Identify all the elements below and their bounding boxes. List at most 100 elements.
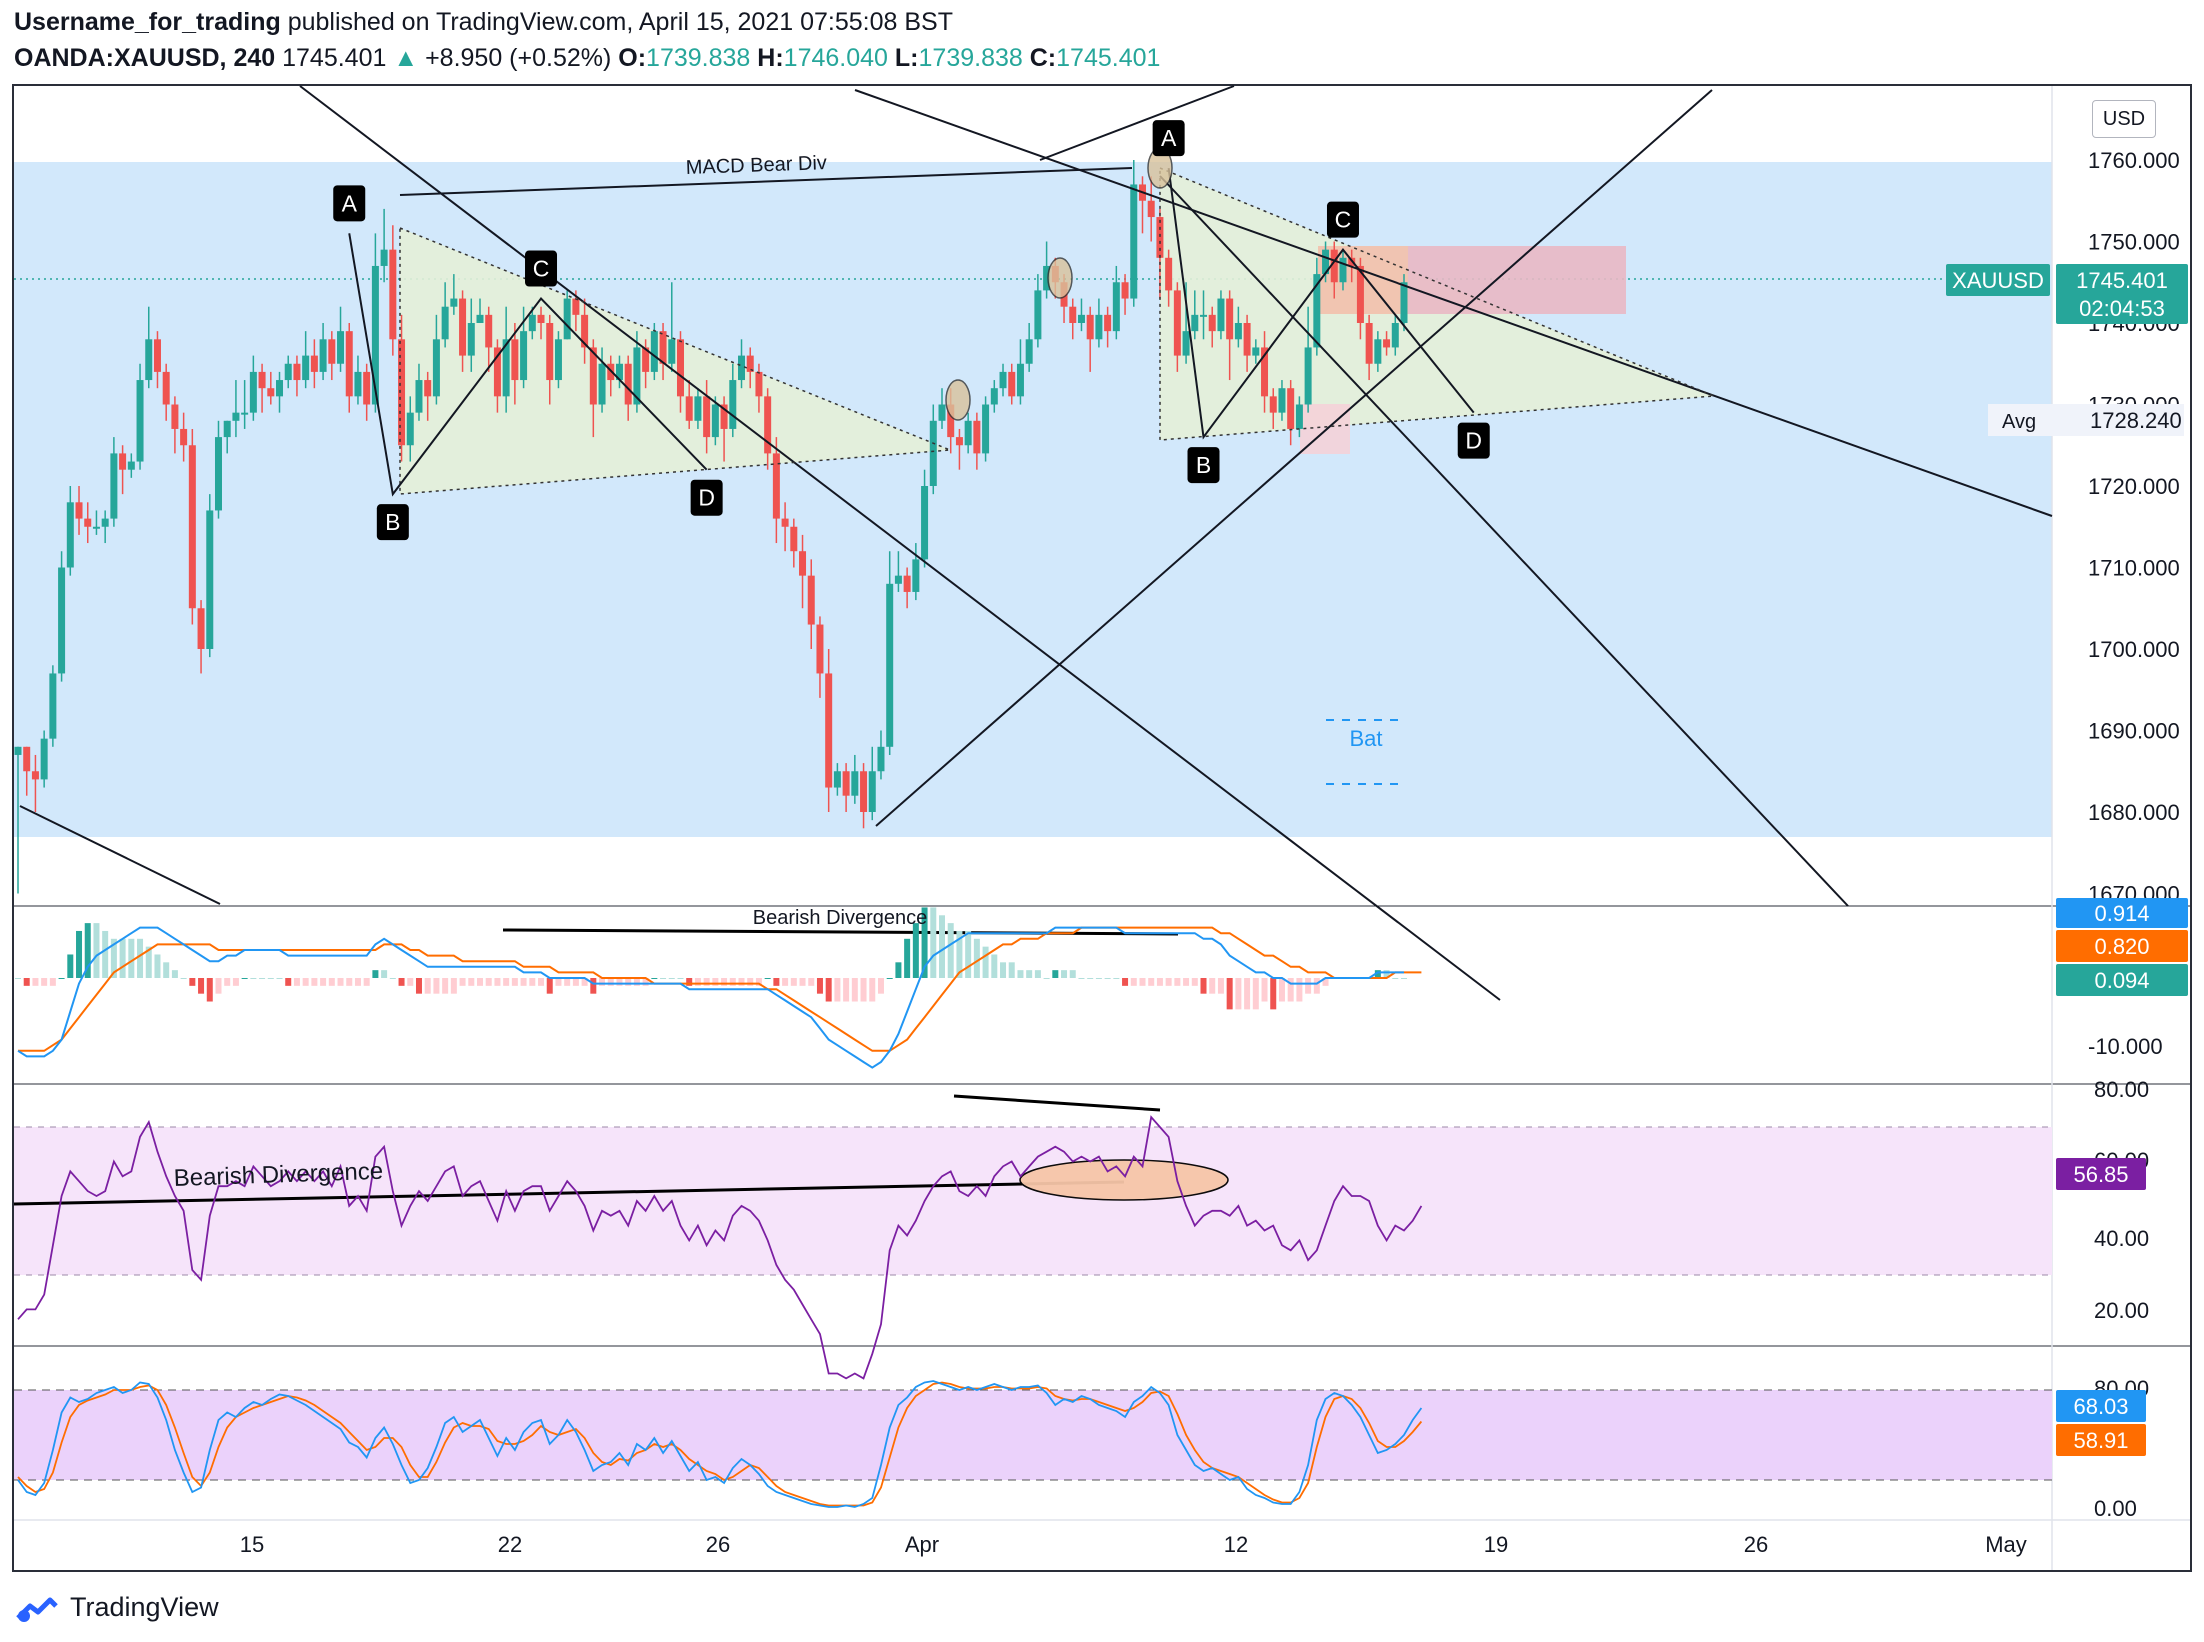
candle-body[interactable]: [232, 412, 240, 421]
candle-body[interactable]: [973, 420, 981, 454]
candle-body[interactable]: [241, 412, 249, 415]
candle-body[interactable]: [1313, 274, 1321, 348]
candle-body[interactable]: [31, 771, 39, 780]
candle-body[interactable]: [929, 420, 937, 486]
candle-body[interactable]: [1156, 217, 1164, 258]
candle-body[interactable]: [1112, 282, 1120, 332]
candle-body[interactable]: [276, 380, 284, 397]
candle-body[interactable]: [921, 486, 929, 560]
candle-body[interactable]: [406, 412, 414, 446]
candle-body[interactable]: [1165, 257, 1173, 291]
candle-body[interactable]: [755, 371, 763, 397]
candle-body[interactable]: [572, 298, 580, 315]
candle-body[interactable]: [110, 453, 118, 519]
candle-body[interactable]: [1025, 339, 1033, 364]
candle-body[interactable]: [676, 339, 684, 397]
candle-body[interactable]: [764, 396, 772, 454]
candle-body[interactable]: [886, 583, 894, 747]
candle-body[interactable]: [284, 363, 292, 381]
candle-body[interactable]: [467, 323, 475, 356]
candle-body[interactable]: [293, 363, 301, 381]
candle-body[interactable]: [84, 518, 92, 527]
candle-body[interactable]: [1226, 298, 1234, 340]
candle-body[interactable]: [66, 502, 74, 568]
candle-body[interactable]: [1069, 306, 1077, 323]
candle-body[interactable]: [14, 746, 22, 755]
candle-body[interactable]: [328, 339, 336, 364]
candle-body[interactable]: [642, 347, 650, 372]
candle-body[interactable]: [1374, 339, 1382, 364]
candle-body[interactable]: [729, 380, 737, 429]
candle-body[interactable]: [903, 575, 911, 592]
candle-body[interactable]: [389, 249, 397, 340]
candle-body[interactable]: [938, 404, 946, 421]
candle-body[interactable]: [746, 355, 754, 372]
candle-body[interactable]: [188, 445, 196, 609]
candle-body[interactable]: [511, 339, 519, 381]
candle-body[interactable]: [214, 437, 222, 511]
candle-body[interactable]: [58, 567, 66, 674]
candle-body[interactable]: [1077, 314, 1085, 323]
candle-body[interactable]: [860, 771, 868, 812]
candle-body[interactable]: [520, 331, 528, 381]
candle-body[interactable]: [799, 551, 807, 576]
candle-body[interactable]: [1365, 323, 1373, 364]
candle-body[interactable]: [1130, 184, 1138, 299]
candle-body[interactable]: [302, 355, 310, 381]
candle-body[interactable]: [49, 673, 57, 739]
candle-body[interactable]: [598, 363, 606, 405]
candle-body[interactable]: [589, 347, 597, 405]
candle-body[interactable]: [1243, 323, 1251, 356]
candle-body[interactable]: [267, 388, 275, 397]
candle-body[interactable]: [703, 396, 711, 438]
candle-body[interactable]: [441, 306, 449, 340]
candle-body[interactable]: [685, 396, 693, 421]
candle-body[interactable]: [659, 331, 667, 364]
candle-body[interactable]: [633, 347, 641, 405]
candle-body[interactable]: [711, 404, 719, 438]
candle-body[interactable]: [415, 380, 423, 413]
candle-body[interactable]: [1043, 265, 1051, 291]
candle-body[interactable]: [1261, 347, 1269, 397]
candle-body[interactable]: [1295, 404, 1303, 429]
candle-body[interactable]: [40, 738, 48, 780]
candle-body[interactable]: [1322, 249, 1330, 275]
candle-body[interactable]: [1095, 314, 1103, 340]
candle-body[interactable]: [537, 314, 545, 323]
candle-body[interactable]: [546, 323, 554, 381]
candle-body[interactable]: [432, 339, 440, 397]
tradingview-logo[interactable]: TradingView: [14, 1592, 219, 1623]
candle-body[interactable]: [180, 428, 188, 446]
author-name[interactable]: Username_for_trading: [14, 8, 281, 36]
candle-body[interactable]: [171, 404, 179, 429]
candle-body[interactable]: [249, 371, 257, 413]
candle-body[interactable]: [1217, 298, 1225, 332]
candle-body[interactable]: [485, 314, 493, 348]
candle-body[interactable]: [1400, 282, 1408, 323]
candle-body[interactable]: [563, 298, 571, 340]
candle-body[interactable]: [1086, 314, 1094, 340]
candle-body[interactable]: [781, 518, 789, 527]
candle-body[interactable]: [310, 355, 318, 372]
candle-body[interactable]: [833, 771, 841, 788]
candle-body[interactable]: [1034, 290, 1042, 340]
candle-body[interactable]: [502, 339, 510, 397]
candle-body[interactable]: [1008, 371, 1016, 397]
candle-body[interactable]: [720, 404, 728, 429]
candle-body[interactable]: [999, 371, 1007, 389]
candle-body[interactable]: [1339, 257, 1347, 283]
candle-body[interactable]: [380, 249, 388, 266]
candle-body[interactable]: [1330, 249, 1338, 283]
candle-body[interactable]: [1173, 290, 1181, 356]
candle-body[interactable]: [1208, 314, 1216, 332]
candle-body[interactable]: [851, 771, 859, 796]
candle-body[interactable]: [1391, 323, 1399, 348]
candle-body[interactable]: [947, 404, 955, 438]
candle-body[interactable]: [964, 420, 972, 446]
candle-body[interactable]: [1287, 388, 1295, 429]
candle-body[interactable]: [816, 624, 824, 674]
candle-body[interactable]: [119, 453, 127, 470]
candle-body[interactable]: [1182, 331, 1190, 356]
candle-body[interactable]: [75, 502, 83, 519]
